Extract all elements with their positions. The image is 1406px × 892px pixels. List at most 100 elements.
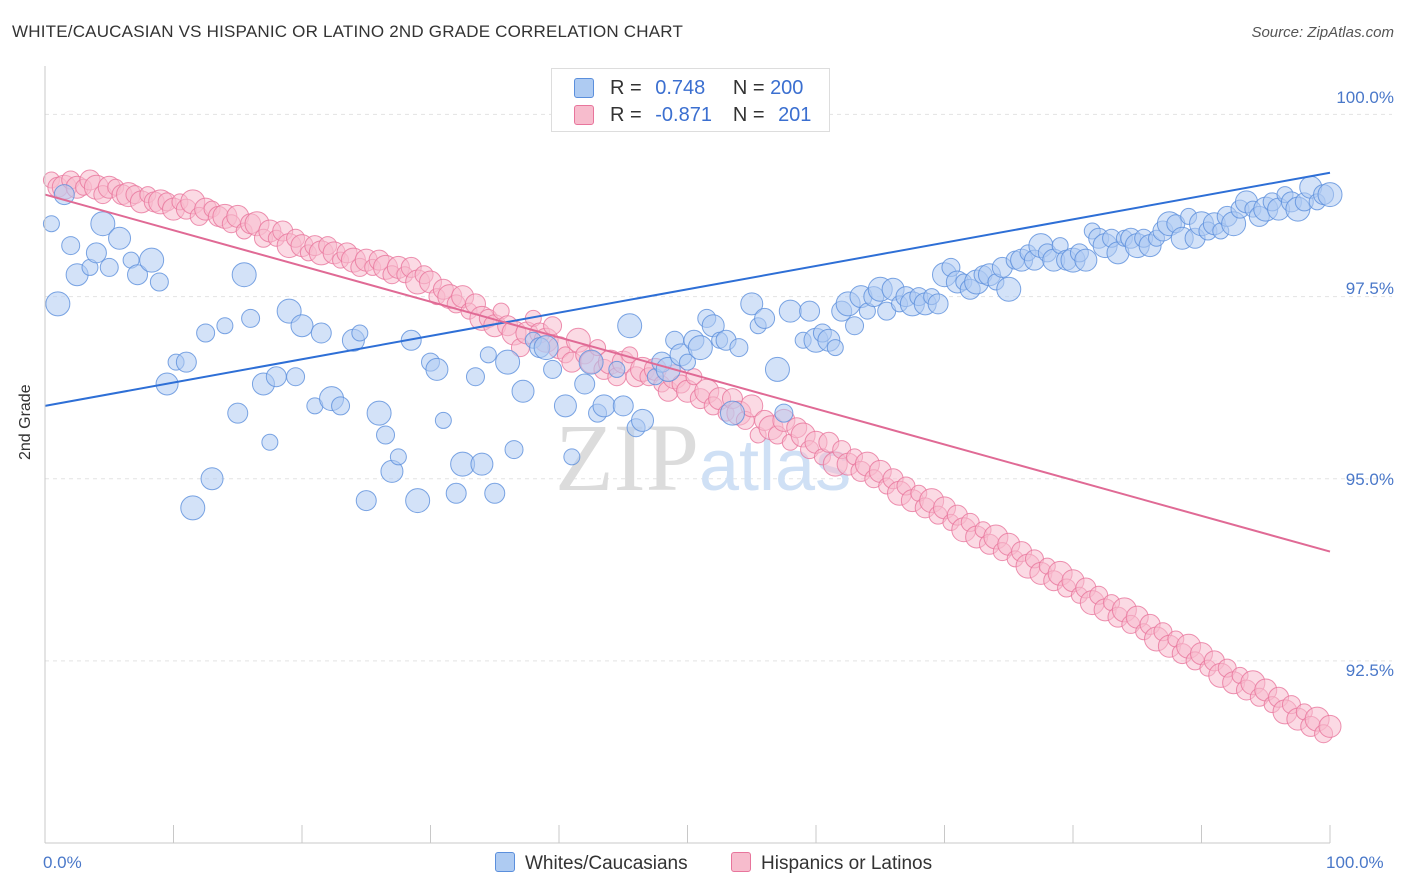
trend-line-hispanics <box>44 193 1331 553</box>
point-whites <box>719 400 745 426</box>
point-whites <box>286 367 306 387</box>
point-whites <box>608 360 626 378</box>
point-whites <box>196 323 216 343</box>
source-label: Source: ZipAtlas.com <box>1251 24 1394 41</box>
point-whites <box>574 373 596 395</box>
point-hispanics <box>543 316 563 336</box>
legend-n-value: 200 <box>770 77 804 99</box>
point-whites <box>175 351 197 373</box>
bottom-legend-label-hispanics: Hispanics or Latinos <box>761 853 933 874</box>
point-whites <box>265 366 287 388</box>
point-whites <box>290 314 314 338</box>
legend-swatch-pink <box>574 105 594 125</box>
point-whites <box>465 367 485 387</box>
legend-r-label: R = <box>610 104 642 126</box>
point-whites <box>1074 248 1098 272</box>
point-whites <box>543 359 563 379</box>
point-whites <box>592 394 616 418</box>
point-whites <box>484 482 506 504</box>
point-whites <box>216 317 234 335</box>
bottom-legend-label-whites: Whites/Caucasians <box>525 853 688 874</box>
y-tick-label-97.5: 97.5% <box>1345 279 1394 298</box>
point-whites <box>425 357 449 381</box>
y-tick-label-100: 100.0% <box>1336 88 1394 107</box>
y-tick-label-95: 95.0% <box>1345 470 1394 489</box>
point-whites <box>351 324 369 342</box>
point-whites <box>45 291 71 317</box>
point-whites <box>434 411 452 429</box>
point-whites <box>261 433 279 451</box>
legend-n-label: N = <box>732 77 765 99</box>
point-whites <box>200 467 224 491</box>
legend-row-hispanics-text: R = -0.871 N = 201 <box>610 104 811 127</box>
point-whites <box>42 215 60 233</box>
axes <box>44 66 1331 844</box>
point-whites <box>495 349 521 375</box>
point-whites <box>127 264 149 286</box>
point-whites <box>479 346 497 364</box>
point-whites <box>99 257 119 277</box>
gridlines <box>45 113 1392 662</box>
point-whites <box>631 408 655 432</box>
point-whites <box>504 440 524 460</box>
point-whites <box>470 452 494 476</box>
bottom-legend-swatch-blue <box>495 852 515 872</box>
bottom-legend-whites: Whites/Caucasians <box>495 852 688 875</box>
point-whites <box>108 226 132 250</box>
point-whites <box>61 236 81 256</box>
legend-r-value: -0.871 <box>655 104 712 126</box>
point-whites <box>612 395 634 417</box>
point-whites <box>740 292 764 316</box>
legend-row-whites-text: R = 0.748 N = 200 <box>610 77 803 100</box>
stats-legend: R = 0.748 N = 200 R = -0.871 N = 201 <box>551 68 830 132</box>
point-whites <box>85 242 107 264</box>
point-whites <box>231 262 257 288</box>
x-tick-label-0: 0.0% <box>43 853 82 872</box>
point-whites <box>90 211 116 237</box>
point-whites <box>310 322 332 344</box>
point-whites <box>826 339 844 357</box>
point-whites <box>799 300 821 322</box>
point-whites <box>778 299 802 323</box>
trend-line-whites <box>44 171 1331 407</box>
point-whites <box>376 425 396 445</box>
point-whites <box>533 335 559 361</box>
chart-title: WHITE/CAUCASIAN VS HISPANIC OR LATINO 2N… <box>12 22 684 41</box>
point-whites <box>679 353 696 371</box>
x-tick-label-100: 100.0% <box>1326 853 1384 872</box>
point-whites <box>1317 182 1343 208</box>
point-whites <box>405 488 431 514</box>
bottom-legend-swatch-pink <box>731 852 751 872</box>
point-whites <box>149 272 169 292</box>
point-whites <box>366 400 392 426</box>
point-whites <box>729 338 749 358</box>
series-whites-points <box>42 175 1343 521</box>
point-whites <box>774 403 794 423</box>
point-whites <box>445 482 467 504</box>
legend-n-label: N = <box>732 104 765 126</box>
point-whites <box>687 335 713 361</box>
trend-lines <box>44 171 1331 553</box>
legend-r-value: 0.748 <box>655 77 706 99</box>
point-whites <box>241 308 261 328</box>
legend-n-value: 201 <box>778 104 812 126</box>
legend-r-label: R = <box>610 77 642 99</box>
point-hispanics <box>1318 714 1342 738</box>
point-whites <box>617 313 643 339</box>
point-whites <box>331 396 351 416</box>
point-whites <box>996 276 1022 302</box>
point-whites <box>578 349 604 375</box>
point-whites <box>355 490 377 512</box>
y-tick-label-92.5: 92.5% <box>1345 661 1394 680</box>
bottom-legend-hispanics: Hispanics or Latinos <box>731 852 932 875</box>
point-whites <box>139 247 165 273</box>
point-whites <box>180 495 206 521</box>
point-whites <box>764 356 790 382</box>
point-whites <box>845 316 865 336</box>
point-whites <box>563 448 581 466</box>
legend-swatch-blue <box>574 78 594 98</box>
point-whites <box>389 448 407 466</box>
point-whites <box>511 379 535 403</box>
point-whites <box>754 307 776 329</box>
